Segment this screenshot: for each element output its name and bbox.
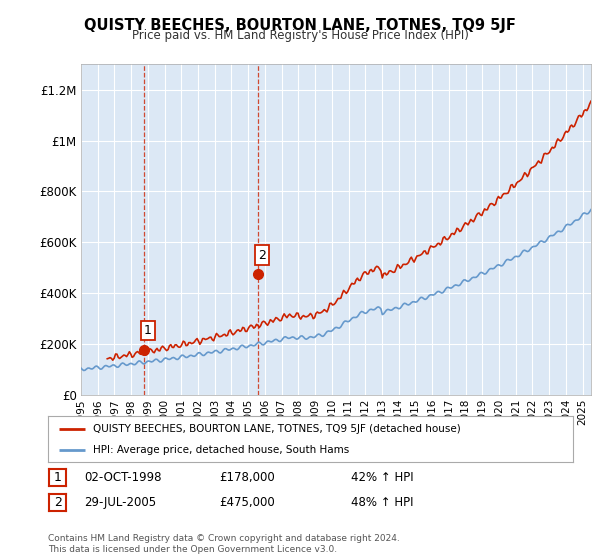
Text: 42% ↑ HPI: 42% ↑ HPI [351, 470, 413, 484]
Text: £178,000: £178,000 [219, 470, 275, 484]
Text: Price paid vs. HM Land Registry's House Price Index (HPI): Price paid vs. HM Land Registry's House … [131, 29, 469, 42]
Text: 48% ↑ HPI: 48% ↑ HPI [351, 496, 413, 509]
Text: HPI: Average price, detached house, South Hams: HPI: Average price, detached house, Sout… [92, 445, 349, 455]
Text: 29-JUL-2005: 29-JUL-2005 [84, 496, 156, 509]
Text: 2: 2 [53, 496, 62, 509]
Text: Contains HM Land Registry data © Crown copyright and database right 2024.: Contains HM Land Registry data © Crown c… [48, 534, 400, 543]
Text: 2: 2 [258, 249, 266, 262]
Text: 1: 1 [53, 470, 62, 484]
Text: £475,000: £475,000 [219, 496, 275, 509]
Text: 02-OCT-1998: 02-OCT-1998 [84, 470, 161, 484]
Text: QUISTY BEECHES, BOURTON LANE, TOTNES, TQ9 5JF: QUISTY BEECHES, BOURTON LANE, TOTNES, TQ… [84, 18, 516, 33]
Text: 1: 1 [144, 324, 152, 337]
Text: QUISTY BEECHES, BOURTON LANE, TOTNES, TQ9 5JF (detached house): QUISTY BEECHES, BOURTON LANE, TOTNES, TQ… [92, 424, 460, 434]
Text: This data is licensed under the Open Government Licence v3.0.: This data is licensed under the Open Gov… [48, 545, 337, 554]
